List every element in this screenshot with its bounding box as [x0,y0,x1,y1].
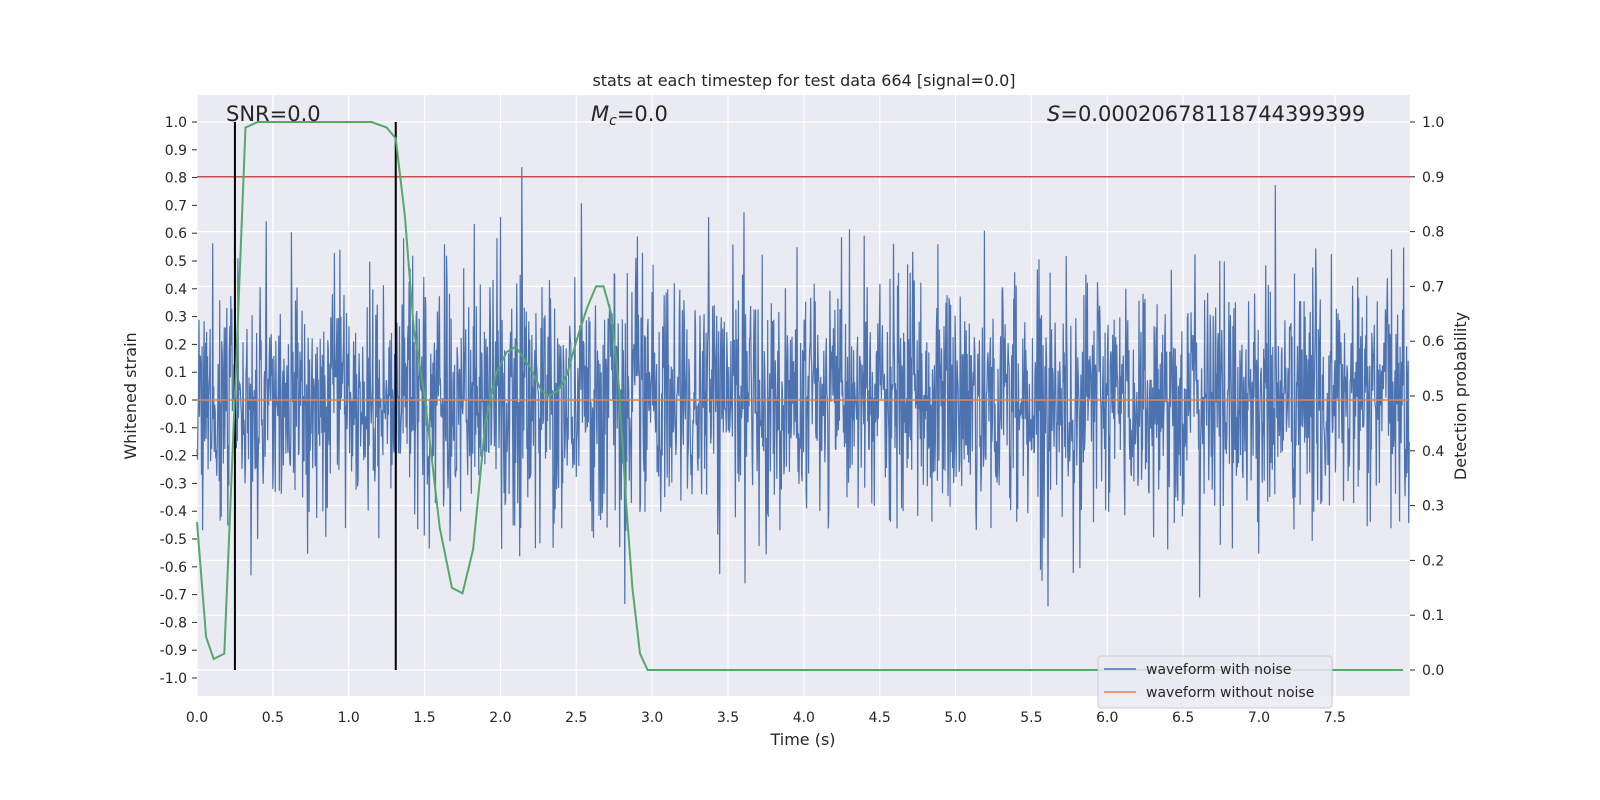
series-waveform-with-noise [196,167,1410,607]
x-axis-label: Time (s) [769,730,835,749]
left-y-tick-label: 0.6 [165,226,187,242]
x-tick-label: 5.0 [944,710,966,726]
x-tick-label: 6.0 [1096,710,1118,726]
left-y-tick-label: -0.7 [160,588,187,604]
x-tick-label: 0.5 [262,710,284,726]
chart-title: stats at each timestep for test data 664… [592,71,1015,90]
right-y-tick-label: 0.2 [1422,553,1444,569]
x-tick-label: 3.5 [717,710,739,726]
snr-annotation: SNR=0.0 [226,102,321,126]
right-y-tick-label: 0.4 [1422,444,1444,460]
right-y-tick-label: 0.7 [1422,279,1444,295]
x-tick-label: 0.0 [186,710,208,726]
left-y-tick-label: 0.3 [165,310,187,326]
left-y-tick-label: 0.5 [165,254,187,270]
right-y-tick-label: 0.0 [1422,663,1444,679]
x-tick-label: 7.5 [1324,710,1346,726]
legend-box [1097,655,1333,709]
x-tick-label: 6.5 [1172,710,1194,726]
left-y-tick-label: 0.8 [165,171,187,187]
right-y-tick-label: 0.6 [1422,334,1444,350]
x-tick-label: 1.0 [338,710,360,726]
legend-label-clean: waveform without noise [1146,685,1314,701]
x-tick-label: 1.5 [413,710,435,726]
legend-label-noise: waveform with noise [1146,662,1291,678]
x-tick-label: 3.0 [641,710,663,726]
left-y-tick-label: -0.9 [160,643,187,659]
x-tick-label: 7.0 [1248,710,1270,726]
mc-annotation: Mc=0.0 [591,102,668,129]
right-y-tick-label: 0.1 [1422,608,1444,624]
series-detection-probability [196,121,1404,671]
left-y-axis-ticks: 1.0 0.9 0.8 0.7 0.6 0.5 0.4 0.3 0.2 0.1 0.0 -0.1 -0.… [160,115,197,687]
right-y-axis-ticks: 1.0 0.9 0.8 0.7 0.6 0.5 0.4 0.3 0.2 0.1 0.0 [1410,115,1444,679]
left-y-tick-label: 0.9 [165,143,187,159]
legend: waveform with noise waveform without noi… [1097,655,1333,709]
x-tick-label: 2.0 [489,710,511,726]
left-y-tick-label: 0.1 [165,365,187,381]
x-tick-label: 4.0 [793,710,815,726]
left-y-tick-label: -0.3 [160,476,187,492]
left-y-tick-label: -0.1 [160,421,187,437]
left-y-tick-label: -0.2 [160,449,187,465]
right-y-tick-label: 0.9 [1422,170,1444,186]
left-y-tick-label: 1.0 [165,115,187,131]
left-y-tick-label: 0.0 [165,393,187,409]
left-y-tick-label: 0.2 [165,337,187,353]
left-y-tick-label: -0.8 [160,615,187,631]
left-y-tick-label: 0.7 [165,198,187,214]
x-axis-ticks: 0.0 0.5 1.0 1.5 2.0 2.5 3.0 3.5 4.0 4.5 5.0 5.5 6.0 6… [186,710,1346,726]
x-tick-label: 2.5 [565,710,587,726]
left-y-tick-label: -0.5 [160,532,187,548]
right-y-tick-label: 0.8 [1422,225,1444,241]
left-y-tick-label: 0.4 [165,282,187,298]
s-annotation: S=0.00020678118744399399 [1047,102,1365,126]
x-tick-label: 5.5 [1020,710,1042,726]
right-y-axis-label: Detection probability [1451,312,1470,480]
right-y-tick-label: 0.5 [1422,389,1444,405]
left-y-axis-label: Whitened strain [121,332,140,459]
left-y-tick-label: -0.4 [160,504,187,520]
right-y-tick-label: 1.0 [1422,115,1444,131]
x-tick-label: 4.5 [869,710,891,726]
left-y-tick-label: -0.6 [160,560,187,576]
right-y-tick-label: 0.3 [1422,499,1444,515]
left-y-tick-label: -1.0 [160,671,187,687]
